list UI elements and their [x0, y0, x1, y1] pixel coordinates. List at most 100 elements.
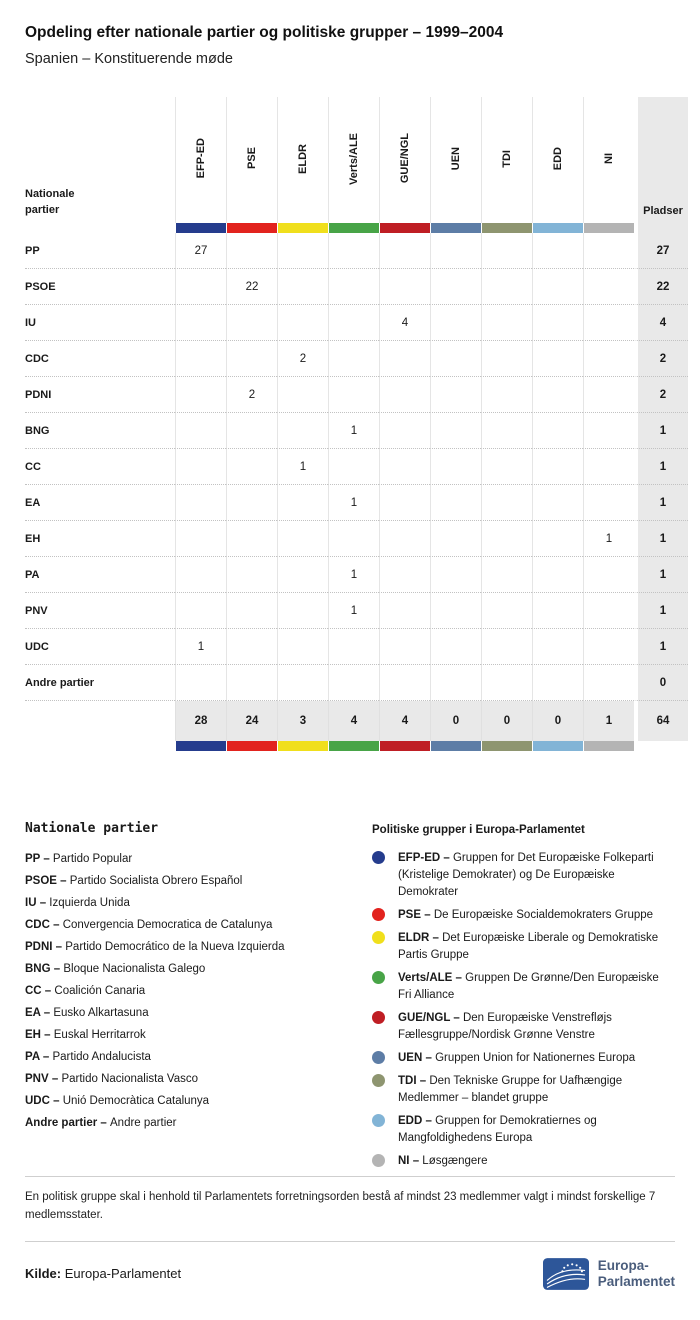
- cell-Verts/ALE: 1: [328, 413, 379, 449]
- bar-spacer: [25, 741, 175, 751]
- group-color-dot: [372, 971, 385, 984]
- group-color-bar-UEN: [430, 223, 481, 233]
- cell-NI: [583, 449, 634, 485]
- group-color-bar-EFP-ED: [175, 741, 226, 751]
- cell-TDI: [481, 449, 532, 485]
- cell-PSE: [226, 593, 277, 629]
- legend-group-item: UEN – Gruppen Union for Nationernes Euro…: [372, 1050, 675, 1067]
- cell-UEN: [430, 305, 481, 341]
- legend-parties-title: Nationale partier: [25, 821, 159, 836]
- party-legend-list: PP – Partido Popular PSOE – Partido Socia…: [25, 848, 372, 1134]
- legend-party-item: PSOE – Partido Socialista Obrero Español: [25, 875, 243, 887]
- legend-party-abbr: EH –: [25, 1029, 54, 1041]
- table-row: PA 1 1: [25, 557, 688, 593]
- group-color-bar-TDI: [481, 223, 532, 233]
- group-color-bar-PSE: [226, 223, 277, 233]
- cell-Verts/ALE: 1: [328, 485, 379, 521]
- cell-Verts/ALE: [328, 521, 379, 557]
- cell-NI: [583, 485, 634, 521]
- legend-group-item: EDD – Gruppen for Demokratiernes og Mang…: [372, 1113, 675, 1147]
- legend-group-item: EFP-ED – Gruppen for Det Europæiske Folk…: [372, 850, 675, 901]
- cell-PSE: [226, 413, 277, 449]
- table-row: PSOE 22 22: [25, 269, 688, 305]
- totals-spacer: [25, 701, 175, 741]
- cell-GUE/NGL: [379, 593, 430, 629]
- legend-party-item: PNV – Partido Nacionalista Vasco: [25, 1073, 199, 1085]
- table-row: Andre partier 0: [25, 665, 688, 701]
- cell-EFP-ED: [175, 377, 226, 413]
- table-row: UDC 1 1: [25, 629, 688, 665]
- seats-header-cell: Pladser: [634, 97, 688, 223]
- legend-party-abbr: Andre partier –: [25, 1117, 110, 1129]
- legend-party-abbr: PDNI –: [25, 941, 66, 953]
- cell-UEN: [430, 665, 481, 701]
- cell-Verts/ALE: [328, 305, 379, 341]
- group-color-dot: [372, 1114, 385, 1127]
- group-color-bar-GUE/NGL: [379, 223, 430, 233]
- cell-ELDR: [277, 485, 328, 521]
- cell-EDD: [532, 413, 583, 449]
- cell-NI: [583, 557, 634, 593]
- seats-value: 22: [634, 269, 688, 305]
- cell-EFP-ED: 1: [175, 629, 226, 665]
- cell-EFP-ED: [175, 269, 226, 305]
- cell-EFP-ED: [175, 593, 226, 629]
- cell-EFP-ED: [175, 413, 226, 449]
- party-name: BNG: [25, 413, 175, 449]
- legend-party-item: Andre partier – Andre partier: [25, 1117, 177, 1129]
- legend-group-abbr: PSE –: [398, 909, 434, 921]
- cell-EDD: [532, 377, 583, 413]
- cell-UEN: [430, 377, 481, 413]
- cell-Verts/ALE: [328, 377, 379, 413]
- party-name: IU: [25, 305, 175, 341]
- seats-value: 1: [634, 557, 688, 593]
- column-header-UEN: UEN: [430, 97, 481, 223]
- cell-Verts/ALE: 1: [328, 593, 379, 629]
- cell-GUE/NGL: [379, 413, 430, 449]
- legend-party-item: UDC – Unió Democràtica Catalunya: [25, 1095, 210, 1107]
- cell-UEN: [430, 593, 481, 629]
- cell-GUE/NGL: [379, 521, 430, 557]
- cell-TDI: [481, 413, 532, 449]
- party-name: PP: [25, 233, 175, 269]
- party-name: CDC: [25, 341, 175, 377]
- table-row: IU 4 4: [25, 305, 688, 341]
- total-Verts/ALE: 4: [328, 701, 379, 741]
- cell-PSE: 2: [226, 377, 277, 413]
- cell-EDD: [532, 521, 583, 557]
- legend-group-item: NI – Løsgængere: [372, 1153, 675, 1170]
- group-color-bar-row: [25, 741, 688, 751]
- cell-TDI: [481, 233, 532, 269]
- cell-NI: [583, 593, 634, 629]
- legend-party-item: EH – Euskal Herritarrok: [25, 1029, 146, 1041]
- cell-PSE: [226, 449, 277, 485]
- cell-ELDR: 2: [277, 341, 328, 377]
- table-header: Nationale partier EFP-ED PSE ELDR Verts/ALE G…: [25, 97, 688, 233]
- cell-PSE: [226, 665, 277, 701]
- party-name: UDC: [25, 629, 175, 665]
- cell-GUE/NGL: [379, 377, 430, 413]
- cell-EDD: [532, 341, 583, 377]
- cell-Verts/ALE: [328, 629, 379, 665]
- table-row: EH 1 1: [25, 521, 688, 557]
- legend-group-item: PSE – De Europæiske Socialdemokraters Gr…: [372, 907, 675, 924]
- cell-GUE/NGL: [379, 449, 430, 485]
- cell-EDD: [532, 557, 583, 593]
- party-name: CC: [25, 449, 175, 485]
- cell-Verts/ALE: [328, 233, 379, 269]
- total-seats: 64: [634, 701, 688, 741]
- cell-Verts/ALE: [328, 269, 379, 305]
- cell-TDI: [481, 377, 532, 413]
- cell-GUE/NGL: [379, 233, 430, 269]
- cell-GUE/NGL: [379, 485, 430, 521]
- cell-TDI: [481, 341, 532, 377]
- group-color-dot: [372, 1074, 385, 1087]
- page-subtitle: Spanien – Konstituerende møde: [25, 51, 233, 67]
- cell-PSE: [226, 233, 277, 269]
- legend-party-item: IU – Izquierda Unida: [25, 897, 130, 909]
- column-header-label: TDI: [501, 149, 513, 168]
- total-ELDR: 3: [277, 701, 328, 741]
- legend-party-abbr: PA –: [25, 1051, 53, 1063]
- legend-party-item: PA – Partido Andalucista: [25, 1051, 151, 1063]
- cell-TDI: [481, 593, 532, 629]
